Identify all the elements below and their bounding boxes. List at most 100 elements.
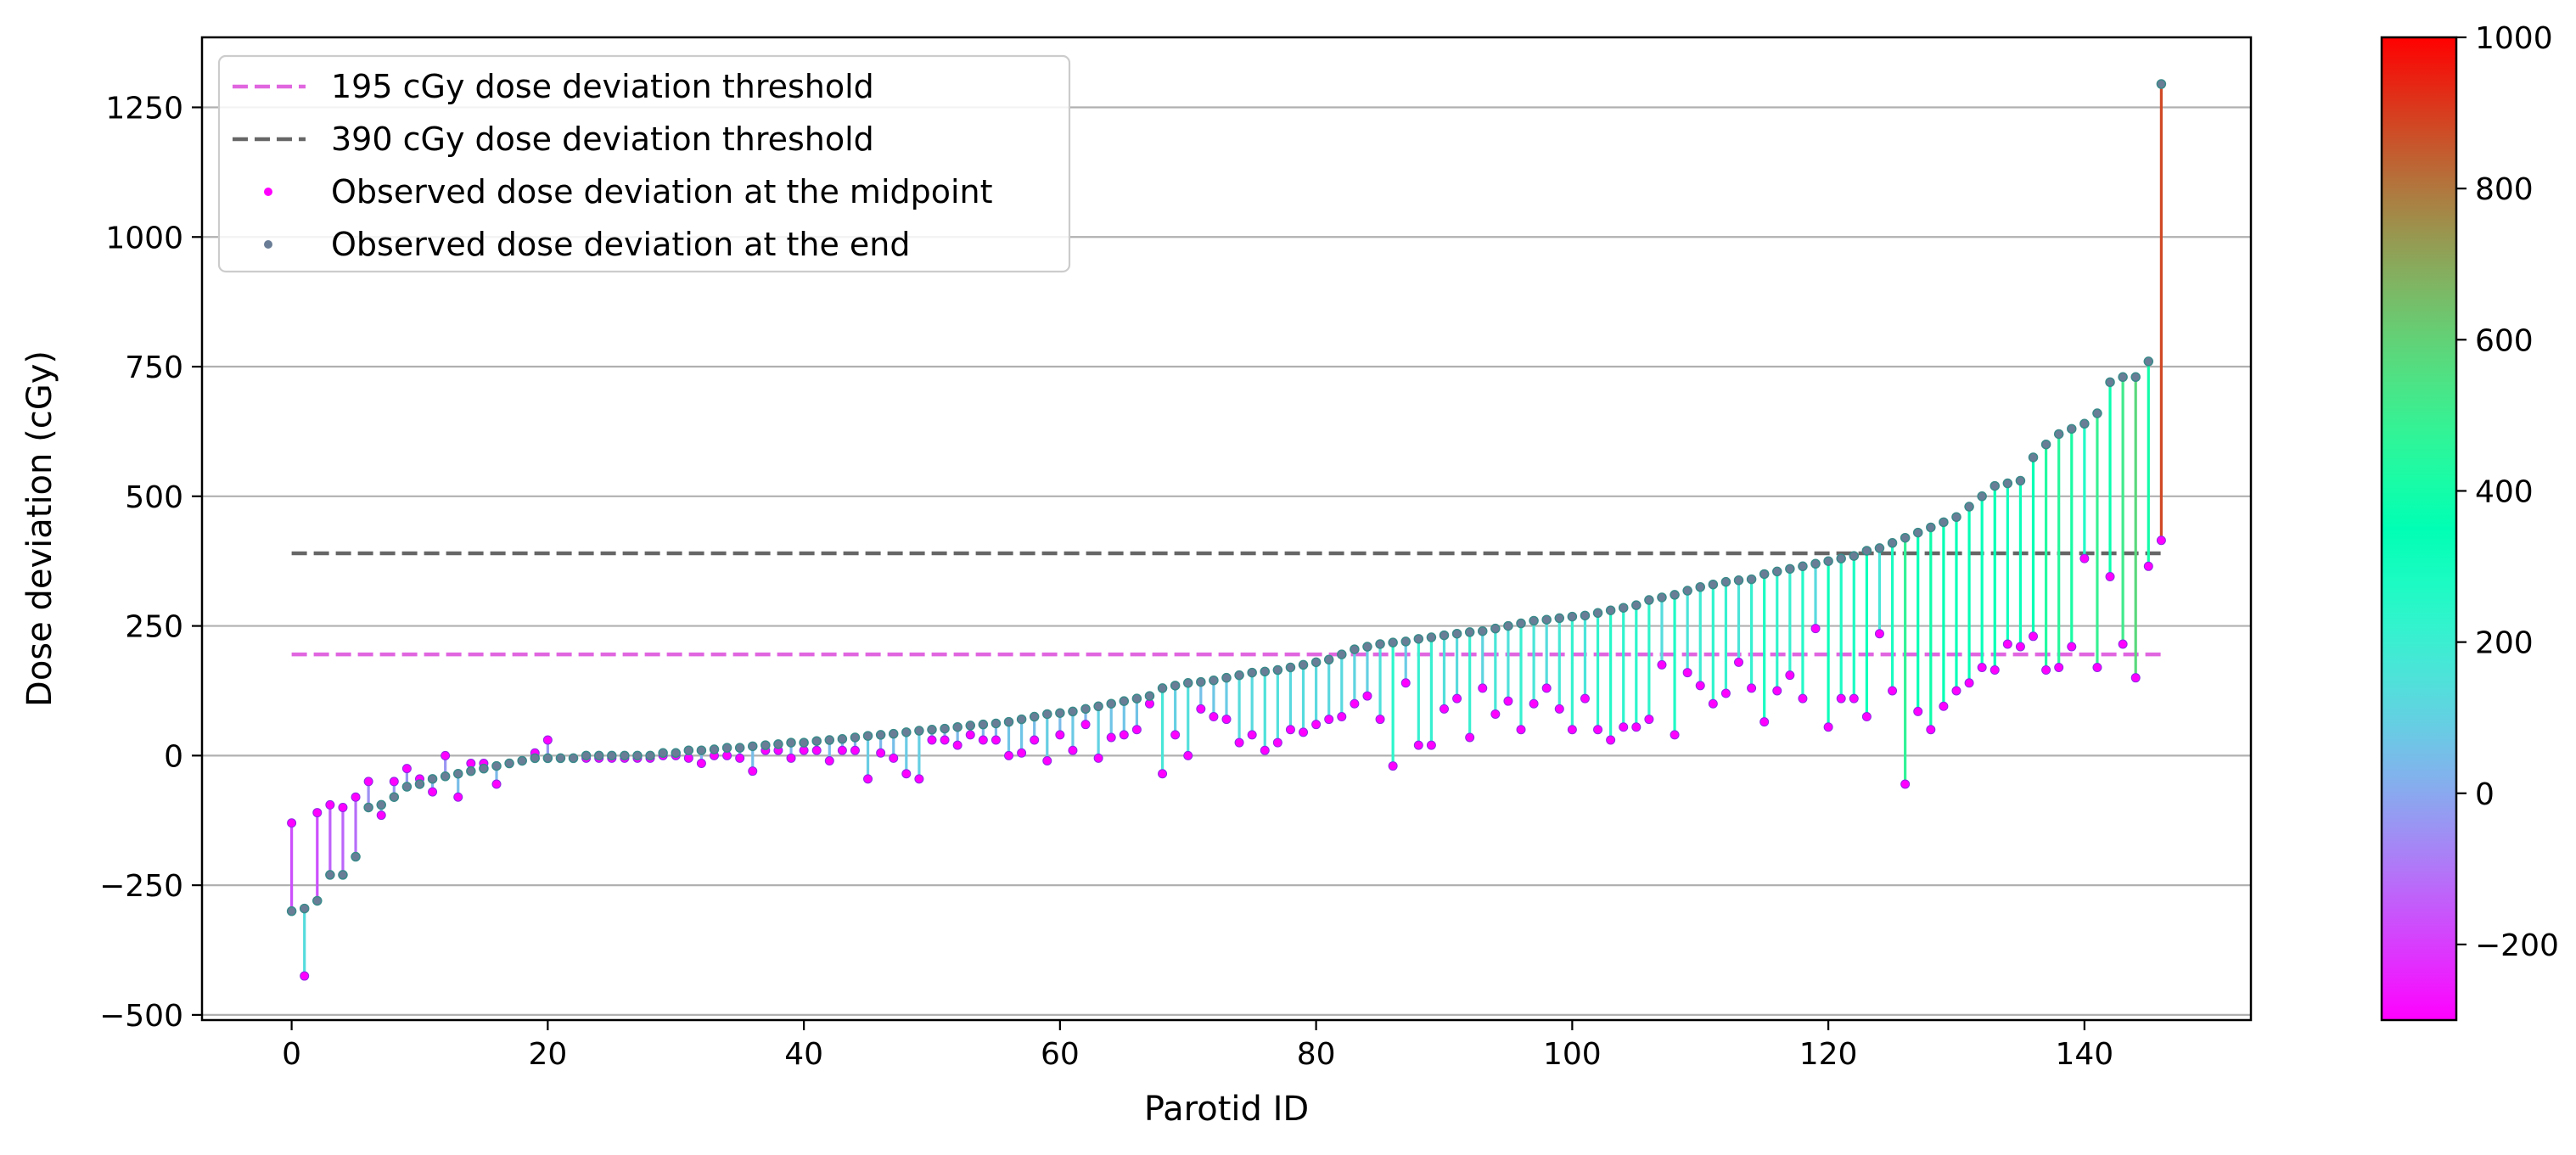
midpoint-point	[1260, 745, 1270, 755]
midpoint-point	[1196, 704, 1206, 714]
midpoint-point	[1695, 681, 1705, 691]
legend-point-swatch	[264, 188, 272, 196]
midpoint-point	[1106, 732, 1116, 743]
end-point	[593, 750, 604, 761]
end-point	[1964, 502, 1974, 512]
colorbar-tick-label: 0	[2475, 777, 2495, 812]
midpoint-point	[837, 745, 847, 755]
midpoint-point	[428, 787, 438, 797]
end-point	[1080, 704, 1091, 715]
axes-frame	[200, 36, 2253, 1022]
x-tick-label: 80	[1297, 1037, 1336, 1072]
colorbar: −200 0 200 400 600 800 1000	[2380, 21, 2559, 1022]
end-point	[1516, 618, 1526, 629]
end-point	[1196, 676, 1206, 687]
midpoint-point	[1030, 735, 1040, 745]
y-tick-label: 0	[164, 739, 183, 774]
end-point	[1439, 630, 1450, 641]
axes	[200, 36, 2253, 1022]
end-point	[927, 725, 937, 735]
end-point	[1759, 569, 1770, 580]
end-point	[1260, 666, 1271, 677]
end-point	[363, 802, 373, 813]
end-point	[1912, 527, 1923, 538]
end-point	[991, 718, 1002, 729]
midpoint-point	[1554, 704, 1564, 714]
end-point	[709, 744, 720, 754]
midpoint-point	[1131, 725, 1142, 735]
midpoint-point	[1234, 737, 1244, 748]
midpoint-point	[876, 748, 886, 758]
end-point	[773, 739, 783, 749]
end-point	[607, 750, 617, 761]
midpoint-point	[1631, 722, 1642, 732]
end-point	[2143, 356, 2154, 367]
end-point	[2105, 377, 2115, 388]
end-point	[965, 720, 975, 731]
colorbar-tick-label: 600	[2475, 323, 2534, 358]
end-point	[748, 741, 758, 752]
midpoint-point	[1093, 753, 1103, 763]
midpoint-point	[1541, 683, 1552, 693]
end-point	[1631, 600, 1642, 610]
end-point	[2053, 429, 2064, 440]
end-point	[1874, 543, 1885, 553]
end-point	[1657, 592, 1667, 603]
midpoint-point	[441, 750, 451, 760]
x-tick-label: 60	[1041, 1037, 1080, 1072]
end-point	[2156, 79, 2167, 89]
midpoint-point	[1426, 740, 1436, 750]
end-point	[414, 779, 425, 789]
y-axis-label: Dose deviation (cGy)	[20, 350, 59, 707]
midpoint-point	[376, 810, 386, 821]
end-point	[1055, 708, 1065, 718]
x-tick-label: 20	[528, 1037, 567, 1072]
end-point	[1567, 611, 1578, 622]
end-point	[952, 721, 962, 732]
x-tick-label: 140	[2056, 1037, 2114, 1072]
midpoint-point	[1490, 709, 1501, 719]
end-point	[1350, 644, 1360, 654]
end-point	[2092, 408, 2102, 418]
midpoint-point	[1720, 688, 1731, 698]
end-point	[914, 726, 924, 736]
end-point	[389, 792, 400, 802]
threshold-lines	[291, 551, 2162, 657]
midpoint-point	[401, 764, 412, 774]
end-point	[2067, 423, 2077, 435]
end-point	[479, 763, 489, 774]
end-point	[440, 771, 451, 782]
end-point	[901, 727, 912, 737]
midpoint-point	[1350, 698, 1360, 709]
end-point	[351, 851, 361, 862]
end-point	[811, 736, 822, 746]
midpoint-point	[1810, 624, 1821, 634]
midpoint-point	[1861, 712, 1872, 722]
midpoint-point	[824, 755, 834, 765]
end-point	[645, 750, 655, 761]
midpoint-point	[2143, 561, 2153, 571]
midpoint-point	[1042, 755, 1052, 765]
midpoint-point	[1823, 722, 1833, 732]
midpoint-point	[748, 766, 758, 777]
midpoint-point	[300, 971, 310, 981]
end-point	[2040, 439, 2051, 450]
midpoint-point	[453, 792, 463, 802]
end-point	[1951, 512, 1961, 523]
midpoint-point	[1337, 712, 1347, 722]
midpoint-point	[2079, 553, 2090, 563]
midpoint-point	[914, 774, 924, 784]
end-point	[1541, 614, 1552, 625]
end-point	[671, 748, 681, 759]
end-point	[491, 760, 502, 771]
end-point	[1772, 566, 1782, 577]
midpoint-point	[1990, 665, 2000, 676]
midpoint-point	[1017, 748, 1027, 758]
end-point	[888, 728, 899, 739]
end-point	[2118, 372, 2128, 383]
end-point	[1887, 538, 1898, 548]
midpoint-point	[1362, 691, 1372, 701]
data-points	[286, 79, 2167, 981]
midpoint-point	[1209, 712, 1219, 722]
end-point	[632, 750, 643, 761]
